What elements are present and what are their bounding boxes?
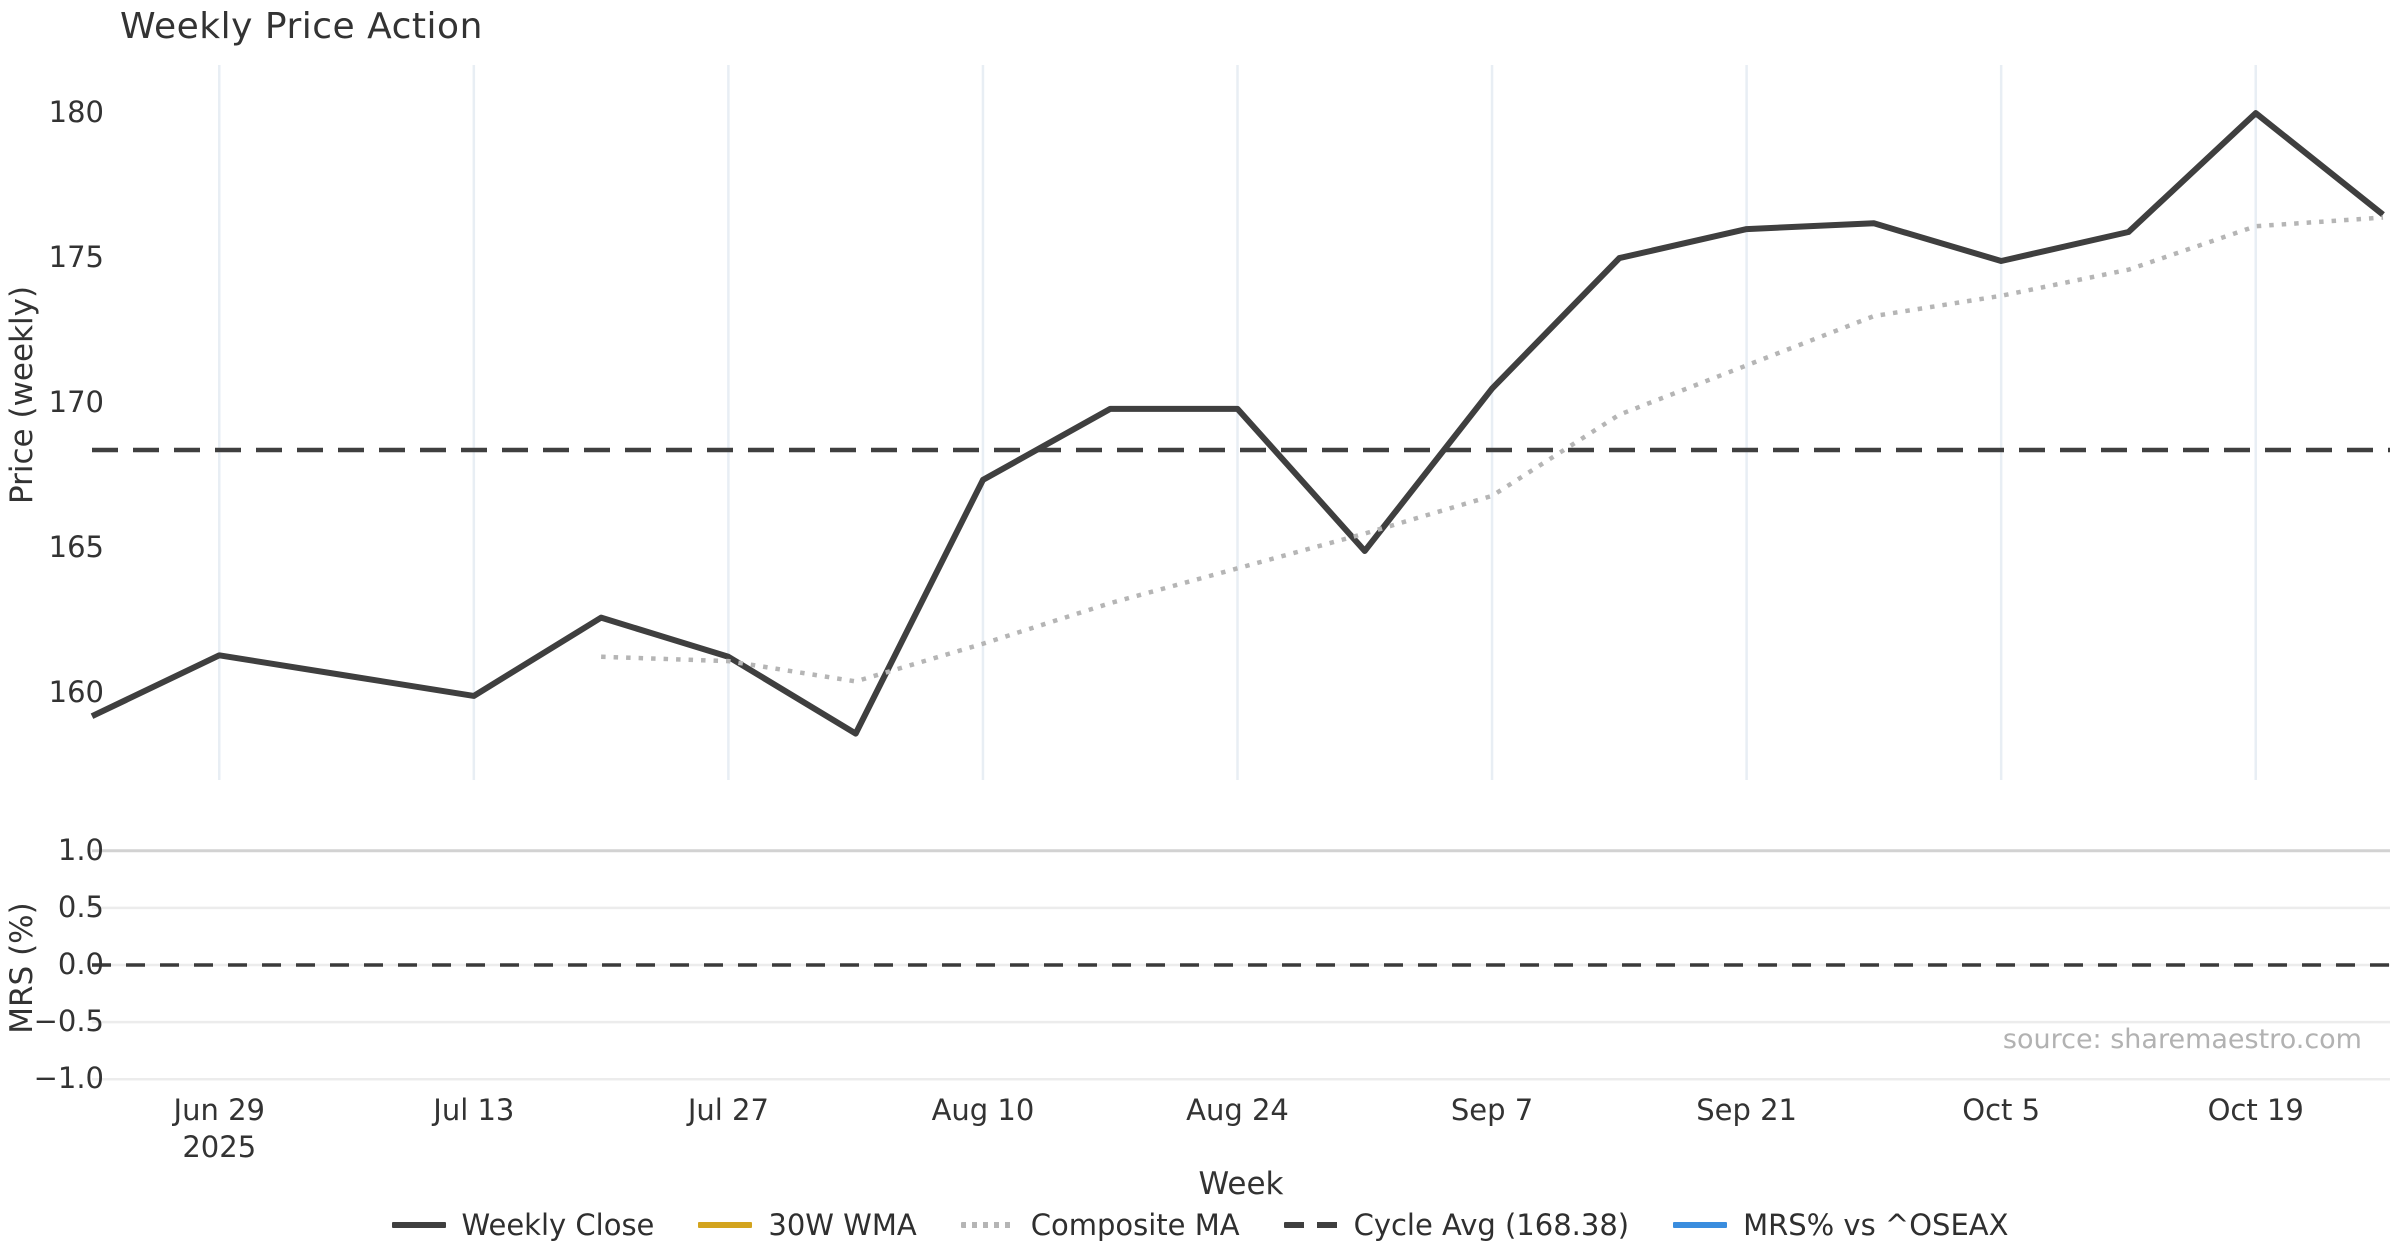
xtick: Aug 24 [1186,1093,1289,1127]
price-ytick: 170 [48,385,104,420]
legend: Weekly Close 30W WMA Composite MA Cycle Avg… [0,1208,2400,1242]
xtick: Aug 10 [931,1093,1035,1127]
mrs-ytick: 0.5 [57,889,104,924]
xtick: Sep 7 [1450,1093,1534,1127]
legend-label: Weekly Close [461,1208,655,1242]
series-weekly-close [90,110,2385,737]
chart-title: Weekly Price Action [120,6,483,47]
xtick: Jun 29 2025 [109,1092,329,1166]
source-note: source: sharemaestro.com [2002,1024,2362,1055]
xtick: Sep 21 [1696,1093,1797,1127]
xtick: Oct 19 [2207,1093,2304,1127]
price-ytick: 160 [48,675,104,710]
price-axis-label: Price (weekly) [4,285,40,504]
xtick: Jul 27 [687,1093,769,1127]
legend-label: MRS% vs ^OSEAX [1743,1208,2009,1242]
legend-item-composite-ma: Composite MA [960,1208,1240,1242]
legend-swatch [391,1222,446,1228]
legend-label: Cycle Avg (168.38) [1353,1208,1630,1242]
legend-swatch [1283,1222,1338,1228]
legend-label: 30W WMA [768,1208,917,1242]
price-ytick: 175 [48,240,104,275]
xtick-year: 2025 [182,1130,257,1164]
legend-item-30w-wma: 30W WMA [698,1208,917,1242]
legend-label: Composite MA [1030,1208,1240,1242]
xtick: Oct 5 [1962,1093,2041,1127]
series-composite-ma [601,215,2384,684]
legend-swatch [698,1222,753,1228]
legend-item-cycle-avg-168-38-: Cycle Avg (168.38) [1283,1208,1630,1242]
x-axis-label: Week [1198,1166,1284,1202]
xtick: Jul 13 [433,1093,515,1127]
price-ytick: 165 [48,530,104,565]
legend-item-weekly-close: Weekly Close [391,1208,655,1242]
mrs-ytick: −1.0 [33,1061,104,1096]
legend-item-mrs-vs-oseax: MRS% vs ^OSEAX [1673,1208,2008,1242]
mrs-ytick: 0.0 [57,947,104,981]
mrs-ytick: 1.0 [57,832,104,867]
legend-swatch [960,1222,1015,1228]
legend-swatch [1673,1222,1728,1228]
price-ytick: 180 [48,95,104,130]
mrs-ytick: −0.5 [33,1004,104,1039]
